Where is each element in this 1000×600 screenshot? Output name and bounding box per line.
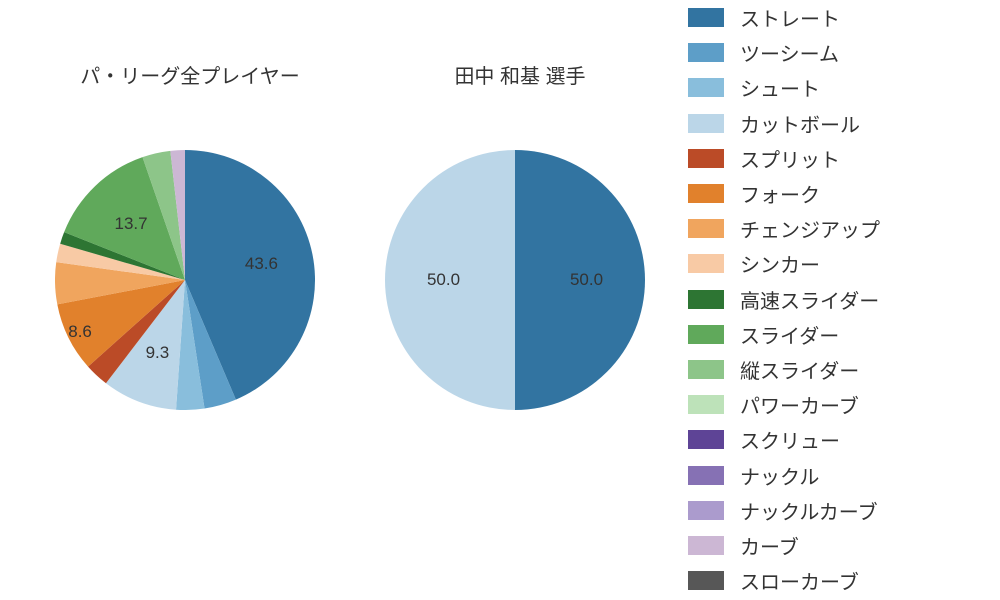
legend-swatch bbox=[688, 114, 724, 133]
legend-swatch bbox=[688, 360, 724, 379]
legend-item: フォーク bbox=[688, 176, 988, 211]
legend-item: ツーシーム bbox=[688, 35, 988, 70]
legend-item: ストレート bbox=[688, 0, 988, 35]
legend-label: カーブ bbox=[740, 531, 799, 560]
legend-label: フォーク bbox=[740, 179, 820, 208]
legend-label: パワーカーブ bbox=[740, 390, 859, 419]
legend-item: パワーカーブ bbox=[688, 387, 988, 422]
pie-slice-label: 9.3 bbox=[146, 343, 170, 363]
legend-label: ツーシーム bbox=[740, 38, 839, 67]
legend-swatch bbox=[688, 466, 724, 485]
chart-title-player: 田中 和基 選手 bbox=[380, 60, 660, 89]
legend-swatch bbox=[688, 290, 724, 309]
pie-slice-label: 13.7 bbox=[115, 214, 148, 234]
legend-label: ナックル bbox=[740, 461, 819, 490]
legend-swatch bbox=[688, 8, 724, 27]
legend-item: 縦スライダー bbox=[688, 352, 988, 387]
legend-label: スプリット bbox=[740, 144, 840, 173]
legend-item: ナックルカーブ bbox=[688, 493, 988, 528]
legend-item: スクリュー bbox=[688, 422, 988, 457]
legend-swatch bbox=[688, 149, 724, 168]
legend-label: シュート bbox=[740, 73, 820, 102]
legend-label: ナックルカーブ bbox=[740, 496, 878, 525]
pie-slice-label: 8.6 bbox=[68, 322, 92, 342]
legend-item: チェンジアップ bbox=[688, 211, 988, 246]
pie-slice-label: 50.0 bbox=[570, 270, 603, 290]
legend-label: シンカー bbox=[740, 249, 820, 278]
legend-item: 高速スライダー bbox=[688, 282, 988, 317]
legend-item: スローカーブ bbox=[688, 563, 988, 598]
legend-label: 縦スライダー bbox=[740, 355, 859, 384]
legend-label: スクリュー bbox=[740, 425, 840, 454]
legend-swatch bbox=[688, 43, 724, 62]
legend-label: カットボール bbox=[740, 109, 860, 138]
legend-swatch bbox=[688, 78, 724, 97]
legend-item: スライダー bbox=[688, 317, 988, 352]
legend-label: ストレート bbox=[740, 3, 840, 32]
legend-label: 高速スライダー bbox=[740, 285, 879, 314]
legend-swatch bbox=[688, 571, 724, 590]
legend-swatch bbox=[688, 219, 724, 238]
legend-swatch bbox=[688, 430, 724, 449]
legend-label: スライダー bbox=[740, 320, 839, 349]
legend-swatch bbox=[688, 536, 724, 555]
legend-swatch bbox=[688, 325, 724, 344]
legend-label: スローカーブ bbox=[740, 566, 859, 595]
legend-item: カットボール bbox=[688, 106, 988, 141]
pie-slice-label: 43.6 bbox=[245, 254, 278, 274]
legend: ストレートツーシームシュートカットボールスプリットフォークチェンジアップシンカー… bbox=[688, 0, 988, 598]
legend-item: カーブ bbox=[688, 528, 988, 563]
legend-swatch bbox=[688, 184, 724, 203]
legend-swatch bbox=[688, 254, 724, 273]
legend-label: チェンジアップ bbox=[740, 214, 880, 243]
legend-item: シンカー bbox=[688, 246, 988, 281]
chart-title-league: パ・リーグ全プレイヤー bbox=[50, 60, 330, 89]
pie-slice-label: 50.0 bbox=[427, 270, 460, 290]
legend-swatch bbox=[688, 501, 724, 520]
legend-swatch bbox=[688, 395, 724, 414]
chart-container: { "background_color": "#ffffff", "text_c… bbox=[0, 0, 1000, 600]
legend-item: ナックル bbox=[688, 457, 988, 492]
legend-item: スプリット bbox=[688, 141, 988, 176]
legend-item: シュート bbox=[688, 70, 988, 105]
